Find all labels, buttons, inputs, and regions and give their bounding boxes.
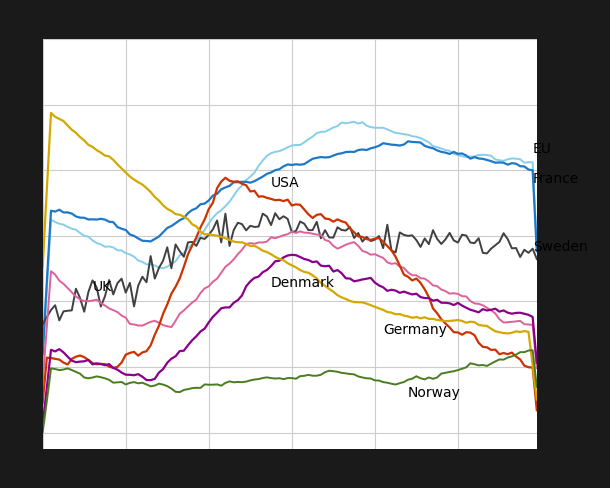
Text: Sweden: Sweden — [533, 240, 587, 254]
Text: EU: EU — [533, 142, 551, 157]
Text: Norway: Norway — [408, 386, 461, 400]
Text: USA: USA — [271, 176, 300, 189]
Text: France: France — [533, 172, 579, 186]
Text: Germany: Germany — [383, 323, 447, 337]
Text: UK: UK — [93, 281, 112, 294]
Text: Denmark: Denmark — [271, 276, 335, 289]
